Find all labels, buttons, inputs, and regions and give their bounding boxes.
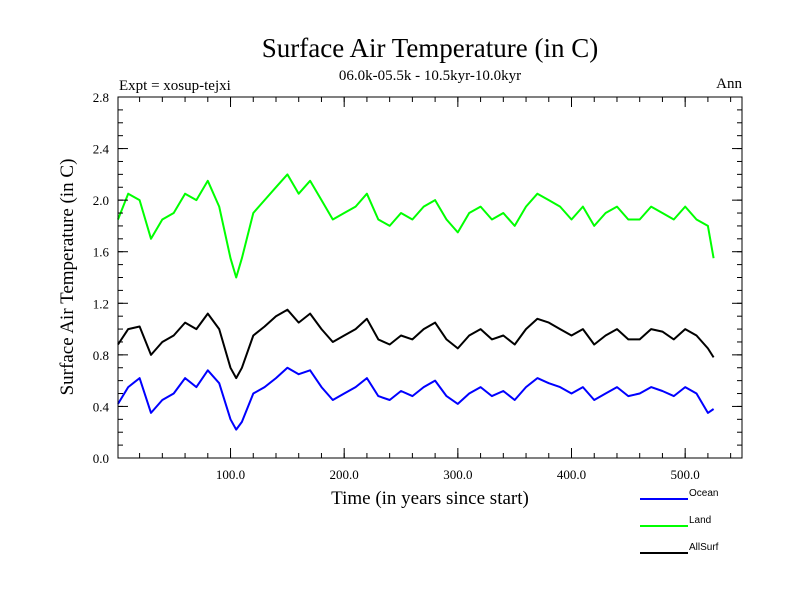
y-tick-labels: 0.0 0.4 0.8 1.2 1.6 2.0 2.4 2.8 <box>93 90 110 466</box>
x-tick-label: 200.0 <box>330 467 359 482</box>
y-tick-label: 1.2 <box>93 296 109 311</box>
plot-lines <box>117 173 715 431</box>
series-line-allsurf <box>117 308 715 380</box>
x-tick-label: 500.0 <box>671 467 700 482</box>
x-tick-label: 100.0 <box>216 467 245 482</box>
y-tick-label: 2.8 <box>93 90 109 105</box>
expt-label: Expt = xosup-tejxi <box>119 78 231 94</box>
x-tick-label: 400.0 <box>557 467 586 482</box>
legend-label-land: Land <box>689 515 711 526</box>
plot-frame <box>117 96 743 459</box>
chart-title: Surface Air Temperature (in C) <box>262 33 599 63</box>
axis-ticks <box>118 96 742 459</box>
y-tick-label: 2.4 <box>93 142 110 157</box>
y-tick-label: 0.0 <box>93 451 109 466</box>
y-tick-label: 0.4 <box>93 399 110 414</box>
chart-subtitle: 06.0k-05.5k - 10.5kyr-10.0kyr <box>339 68 521 84</box>
y-axis-label: Surface Air Temperature (in C) <box>57 159 78 396</box>
legend-label-allsurf: AllSurf <box>689 542 719 553</box>
x-tick-labels: 100.0 200.0 300.0 400.0 500.0 <box>216 467 700 482</box>
series-line-land <box>117 173 715 279</box>
legend: Ocean Land AllSurf <box>640 488 719 554</box>
y-tick-label: 0.8 <box>93 348 109 363</box>
legend-label-ocean: Ocean <box>689 488 718 499</box>
y-tick-label: 1.6 <box>93 245 110 260</box>
x-tick-label: 300.0 <box>443 467 472 482</box>
period-label: Ann <box>716 76 742 92</box>
x-axis-label: Time (in years since start) <box>331 488 529 509</box>
y-tick-label: 2.0 <box>93 193 109 208</box>
series-line-ocean <box>117 366 715 431</box>
